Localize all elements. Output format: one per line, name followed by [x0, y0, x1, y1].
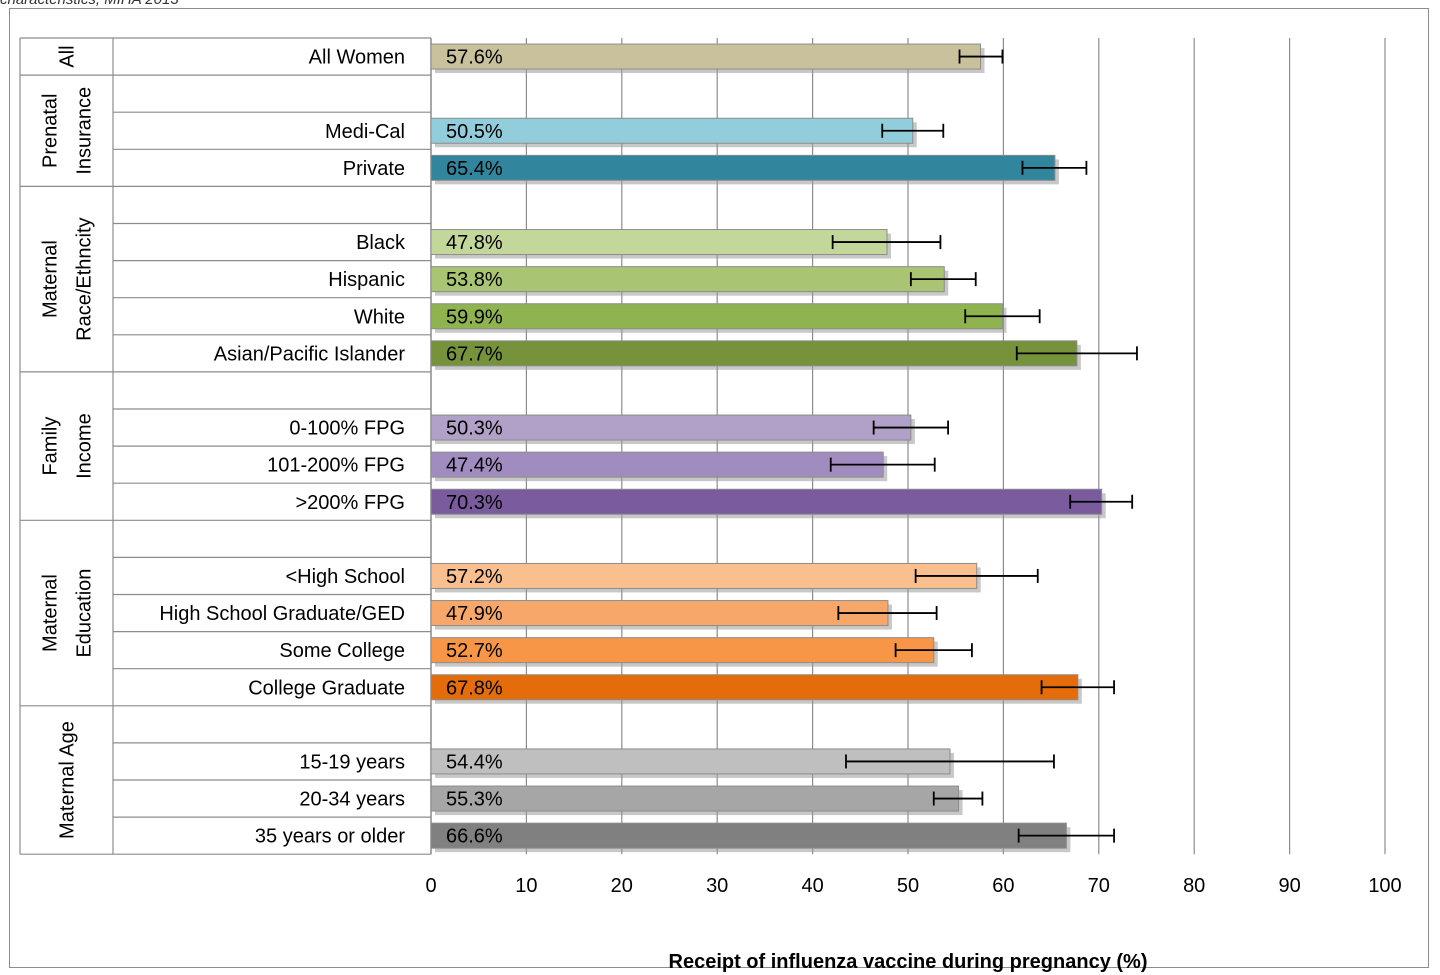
data-label: 47.8% — [446, 232, 503, 254]
category-label: 0-100% FPG — [289, 418, 405, 440]
category-label: High School Graduate/GED — [159, 603, 405, 625]
category-label: Medi-Cal — [325, 121, 405, 143]
bar — [430, 340, 1078, 367]
data-label: 54.4% — [446, 751, 503, 773]
group-label: Education — [74, 569, 96, 658]
data-label: 57.6% — [446, 47, 503, 69]
x-tick-label: 80 — [1183, 875, 1205, 897]
bar — [430, 785, 960, 812]
data-label: 67.7% — [446, 343, 503, 365]
group-label: Income — [74, 413, 96, 479]
chart-frame — [9, 8, 1429, 968]
bar — [430, 562, 978, 589]
chart-caption: characteristics, MIHA 2013 — [0, 0, 179, 8]
bar — [430, 154, 1056, 181]
x-tick-label: 90 — [1278, 875, 1300, 897]
x-tick-label: 10 — [515, 875, 537, 897]
group-label: All — [57, 45, 79, 67]
data-label: 50.3% — [446, 418, 503, 440]
data-label: 59.9% — [446, 306, 503, 328]
group-label: Maternal — [40, 240, 62, 318]
category-label: White — [354, 306, 405, 328]
category-label: Asian/Pacific Islander — [214, 343, 406, 365]
category-label: Some College — [279, 640, 405, 662]
data-label: 66.6% — [446, 826, 503, 848]
x-tick-label: 100 — [1368, 875, 1401, 897]
data-label: 57.2% — [446, 566, 503, 588]
data-label: 53.8% — [446, 269, 503, 291]
category-label: 101-200% FPG — [267, 455, 405, 477]
category-label: All Women — [309, 47, 405, 69]
bar — [430, 229, 888, 256]
category-label: <High School — [285, 566, 405, 588]
category-label: 35 years or older — [255, 826, 405, 848]
data-label: 55.3% — [446, 789, 503, 811]
x-axis-title: Receipt of influenza vaccine during preg… — [669, 951, 1148, 973]
bar — [430, 674, 1079, 701]
bar — [430, 637, 935, 664]
category-label: 20-34 years — [299, 789, 405, 811]
x-tick-label: 20 — [611, 875, 633, 897]
data-label: 70.3% — [446, 492, 503, 514]
category-label: 15-19 years — [299, 751, 405, 773]
x-tick-label: 40 — [801, 875, 823, 897]
bar — [430, 488, 1103, 515]
data-label: 47.9% — [446, 603, 503, 625]
bar — [430, 117, 914, 144]
bar — [430, 822, 1067, 849]
x-tick-label: 0 — [425, 875, 436, 897]
group-label: Prenatal — [40, 94, 62, 169]
bar — [430, 414, 912, 441]
data-label: 52.7% — [446, 640, 503, 662]
group-label: Race/Ethncity — [74, 217, 96, 340]
category-label: Private — [343, 158, 405, 180]
category-label: Hispanic — [328, 269, 405, 291]
group-label: Maternal Age — [57, 721, 79, 839]
category-label: College Graduate — [248, 677, 405, 699]
x-tick-label: 70 — [1088, 875, 1110, 897]
bar — [430, 451, 884, 478]
group-label: Maternal — [40, 574, 62, 652]
data-label: 67.8% — [446, 677, 503, 699]
data-label: 47.4% — [446, 455, 503, 477]
bar — [430, 266, 945, 293]
bar — [430, 600, 889, 627]
bar — [430, 303, 1003, 330]
x-tick-label: 30 — [706, 875, 728, 897]
data-label: 50.5% — [446, 121, 503, 143]
category-label: Black — [356, 232, 406, 254]
category-label: >200% FPG — [295, 492, 405, 514]
bar — [430, 43, 982, 70]
x-tick-label: 60 — [992, 875, 1014, 897]
x-tick-label: 50 — [897, 875, 919, 897]
group-label: Family — [40, 417, 62, 476]
group-label: Insurance — [74, 87, 96, 175]
data-label: 65.4% — [446, 158, 503, 180]
